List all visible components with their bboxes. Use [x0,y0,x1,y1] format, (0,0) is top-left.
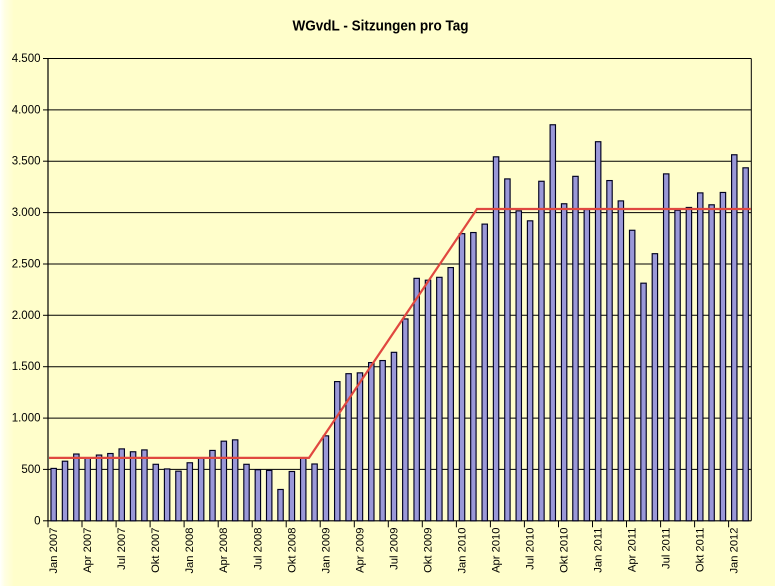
svg-text:1.000: 1.000 [12,413,41,425]
svg-text:Jul 2011: Jul 2011 [661,528,673,569]
svg-text:Okt 2007: Okt 2007 [150,528,162,573]
svg-text:2.000: 2.000 [12,310,41,322]
svg-text:Jan 2011: Jan 2011 [593,528,605,573]
svg-text:Jul 2009: Jul 2009 [388,528,400,570]
svg-text:Jan 2012: Jan 2012 [729,528,741,574]
svg-text:2.500: 2.500 [12,259,41,271]
svg-text:Okt 2011: Okt 2011 [695,528,707,573]
svg-text:Apr 2008: Apr 2008 [218,528,230,573]
svg-text:Jan 2010: Jan 2010 [456,528,468,574]
svg-text:Jan 2007: Jan 2007 [48,528,60,574]
svg-text:Okt 2008: Okt 2008 [286,528,298,573]
svg-text:Apr 2007: Apr 2007 [82,528,94,573]
svg-text:4.000: 4.000 [12,104,41,116]
svg-text:Jul 2007: Jul 2007 [116,528,128,570]
svg-text:Apr 2009: Apr 2009 [354,528,366,573]
svg-text:3.000: 3.000 [12,207,41,219]
svg-text:Okt 2010: Okt 2010 [559,528,571,573]
svg-text:4.500: 4.500 [12,53,41,65]
svg-text:Jul 2008: Jul 2008 [252,528,264,570]
svg-text:0: 0 [34,515,40,527]
svg-text:1.500: 1.500 [12,361,41,373]
svg-text:Jan 2009: Jan 2009 [320,528,332,574]
svg-text:Jan 2008: Jan 2008 [184,528,196,574]
svg-text:500: 500 [21,464,40,476]
svg-text:Apr 2010: Apr 2010 [491,528,503,573]
svg-text:Apr 2011: Apr 2011 [627,528,639,573]
svg-text:3.500: 3.500 [12,156,41,168]
svg-text:Okt 2009: Okt 2009 [422,528,434,573]
svg-text:Jul 2010: Jul 2010 [525,528,537,570]
svg-text:WGvdL - Sitzungen pro Tag: WGvdL - Sitzungen pro Tag [293,18,469,34]
